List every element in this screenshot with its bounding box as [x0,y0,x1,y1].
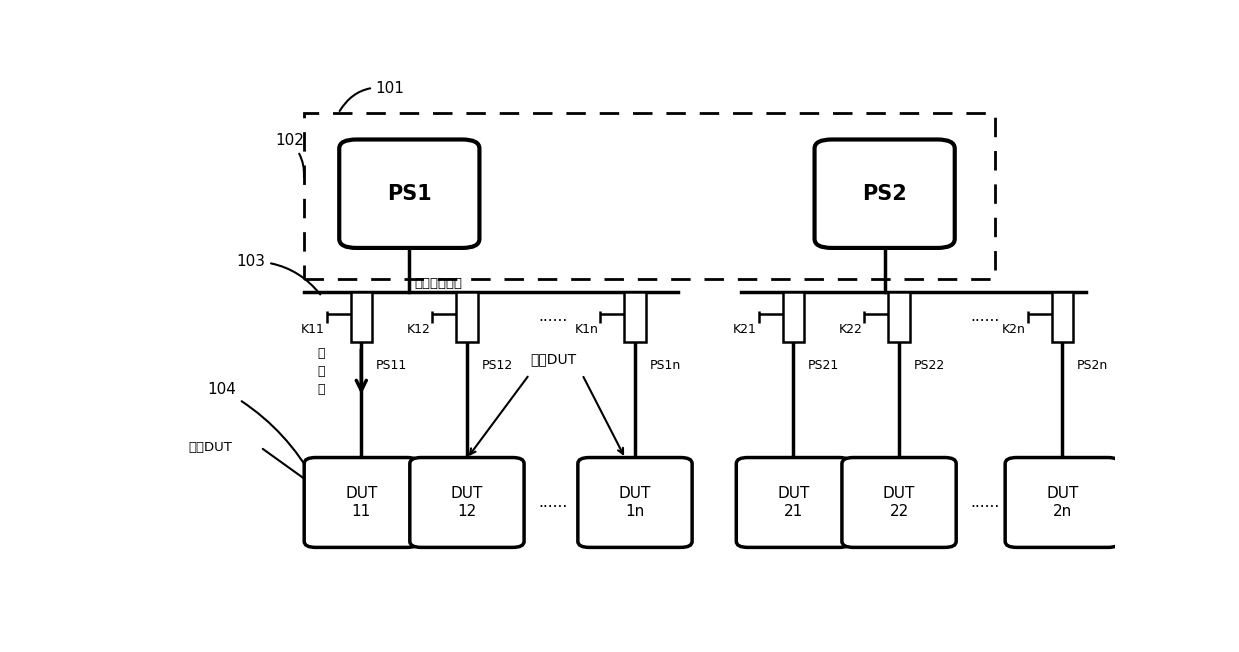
Text: DUT
1n: DUT 1n [618,486,652,518]
Text: 大
电
流: 大 电 流 [317,348,325,396]
Text: ......: ...... [971,309,1000,324]
FancyBboxPatch shape [339,140,479,248]
Bar [456,291,477,342]
Text: DUT
12: DUT 12 [451,486,483,518]
Text: K12: K12 [406,323,430,336]
Text: K11: K11 [301,323,325,336]
Text: DUT
22: DUT 22 [883,486,916,518]
Text: PS22: PS22 [913,359,944,372]
Text: PS1n: PS1n [649,359,680,372]
FancyBboxPatch shape [305,458,419,548]
Text: K2n: K2n [1002,323,1026,336]
Text: PS11: PS11 [375,359,406,372]
Text: ......: ...... [539,495,567,510]
Text: K21: K21 [733,323,757,336]
Text: 受害DUT: 受害DUT [530,352,576,366]
Text: 施害DUT: 施害DUT [188,441,233,454]
Text: DUT
11: DUT 11 [346,486,378,518]
FancyBboxPatch shape [1005,458,1119,548]
Bar [351,291,372,342]
Bar [1052,291,1073,342]
Text: PS2: PS2 [862,184,907,203]
Text: K22: K22 [839,323,862,336]
Bar [783,291,804,342]
Text: 104: 104 [208,382,315,481]
Text: 101: 101 [339,81,405,111]
Bar [888,291,909,342]
Text: K1n: K1n [575,323,598,336]
Text: ......: ...... [539,309,567,324]
Text: PS2n: PS2n [1077,359,1108,372]
FancyBboxPatch shape [843,458,957,548]
Bar [624,291,646,342]
FancyBboxPatch shape [814,140,955,248]
Text: DUT
21: DUT 21 [777,486,809,518]
Text: 102: 102 [275,134,304,177]
Text: PS21: PS21 [808,359,839,372]
FancyBboxPatch shape [577,458,693,548]
Text: DUT
2n: DUT 2n [1046,486,1078,518]
FancyBboxPatch shape [410,458,524,548]
Text: ......: ...... [971,495,1000,510]
FancyBboxPatch shape [736,458,850,548]
Bar [304,113,995,279]
Text: 输出电庋下降: 输出电庋下降 [414,277,462,290]
Text: PS1: PS1 [387,184,431,203]
Text: PS12: PS12 [481,359,513,372]
Text: 103: 103 [237,254,320,295]
